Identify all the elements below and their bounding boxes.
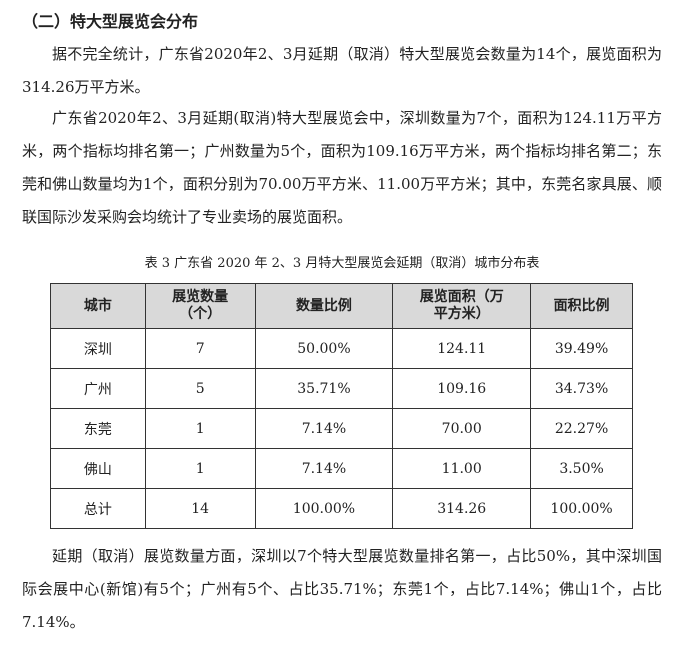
cell-area-ratio: 34.73% [530,368,633,409]
cell-count-ratio: 35.71% [254,368,394,409]
header-city: 城市 [50,283,146,329]
cell-area-ratio: 39.49% [530,328,633,369]
cell-count: 7 [144,328,256,369]
section-heading: （二）特大型展览会分布 [22,12,199,31]
cell-city: 佛山 [50,448,146,489]
cell-area: 11.00 [392,448,532,489]
paragraph-city-detail: 广东省2020年2、3月延期(取消)特大型展览会中，深圳数量为7个，面积为124… [22,109,662,226]
cell-area: 124.11 [392,328,532,369]
header-count: 展览数量（个） [144,283,256,329]
cell-area-ratio: 100.00% [530,488,633,529]
table-row: 佛山 1 7.14% 11.00 3.50% [50,448,633,489]
cell-city: 总计 [50,488,146,529]
header-count-ratio: 数量比例 [254,283,394,329]
cell-city: 广州 [50,368,146,409]
cell-city: 东莞 [50,408,146,449]
header-area: 展览面积（万平方米） [392,283,532,329]
paragraph-summary: 据不完全统计，广东省2020年2、3月延期（取消）特大型展览会数量为14个，展览… [22,45,662,96]
table-row: 东莞 1 7.14% 70.00 22.27% [50,408,633,449]
cell-count: 1 [144,408,256,449]
table-header-row: 城市 展览数量（个） 数量比例 展览面积（万平方米） 面积比例 [50,283,633,329]
cell-area: 109.16 [392,368,532,409]
cell-count-ratio: 7.14% [254,448,394,489]
cell-count: 1 [144,448,256,489]
cell-area: 70.00 [392,408,532,449]
cell-area: 314.26 [392,488,532,529]
table-row: 广州 5 35.71% 109.16 34.73% [50,368,633,409]
city-distribution-table: 城市 展览数量（个） 数量比例 展览面积（万平方米） 面积比例 深圳 7 50.00… [50,283,633,529]
cell-count: 5 [144,368,256,409]
cell-count-ratio: 7.14% [254,408,394,449]
cell-city: 深圳 [50,328,146,369]
cell-area-ratio: 22.27% [530,408,633,449]
cell-count-ratio: 100.00% [254,488,394,529]
header-area-ratio: 面积比例 [530,283,633,329]
table-row: 深圳 7 50.00% 124.11 39.49% [50,328,633,369]
paragraph-conclusion: 延期（取消）展览数量方面，深圳以7个特大型展览数量排名第一，占比50%，其中深圳… [22,547,662,631]
cell-count: 14 [144,488,256,529]
table-row: 总计 14 100.00% 314.26 100.00% [50,488,633,529]
cell-area-ratio: 3.50% [530,448,633,489]
cell-count-ratio: 50.00% [254,328,394,369]
table-caption: 表 3 广东省 2020 年 2、3 月特大型展览会延期（取消）城市分布表 [144,256,540,271]
